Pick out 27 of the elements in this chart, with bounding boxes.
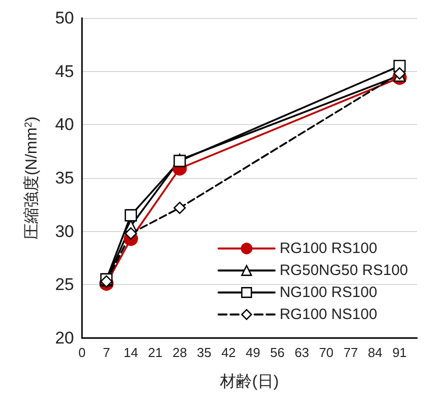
x-tick-label: 70 bbox=[319, 345, 334, 360]
legend-label: RG100 RS100 bbox=[280, 240, 378, 257]
y-tick-label: 50 bbox=[55, 8, 74, 28]
y-tick-label: 45 bbox=[55, 62, 74, 81]
x-tick-label: 84 bbox=[368, 345, 382, 360]
x-tick-label: 56 bbox=[270, 345, 285, 360]
legend-label: RG100 NS100 bbox=[280, 306, 378, 323]
x-tick-label: 28 bbox=[172, 345, 187, 360]
legend-label: RG50NG50 RS100 bbox=[280, 262, 408, 279]
x-tick-label: 7 bbox=[102, 345, 110, 360]
x-tick-label: 0 bbox=[78, 345, 86, 360]
y-tick-label: 20 bbox=[55, 328, 74, 348]
y-tick-label: 30 bbox=[55, 222, 74, 241]
x-tick-label: 21 bbox=[148, 345, 163, 360]
x-tick-label: 77 bbox=[343, 345, 358, 360]
x-tick-label: 42 bbox=[221, 345, 236, 360]
x-tick-label: 49 bbox=[246, 345, 260, 360]
x-tick-label: 91 bbox=[392, 345, 407, 360]
x-tick-label: 35 bbox=[196, 345, 212, 360]
x-tick-label: 63 bbox=[294, 345, 310, 360]
y-tick-label: 40 bbox=[55, 115, 74, 134]
y-tick-label: 25 bbox=[55, 275, 74, 294]
y-axis-title: 圧縮強度(N/mm2) bbox=[22, 116, 40, 240]
x-axis-title: 材齢(日) bbox=[219, 372, 279, 390]
y-tick-label: 35 bbox=[55, 168, 74, 188]
x-tick-label: 14 bbox=[124, 345, 138, 360]
legend-label: NG100 RS100 bbox=[280, 284, 378, 301]
